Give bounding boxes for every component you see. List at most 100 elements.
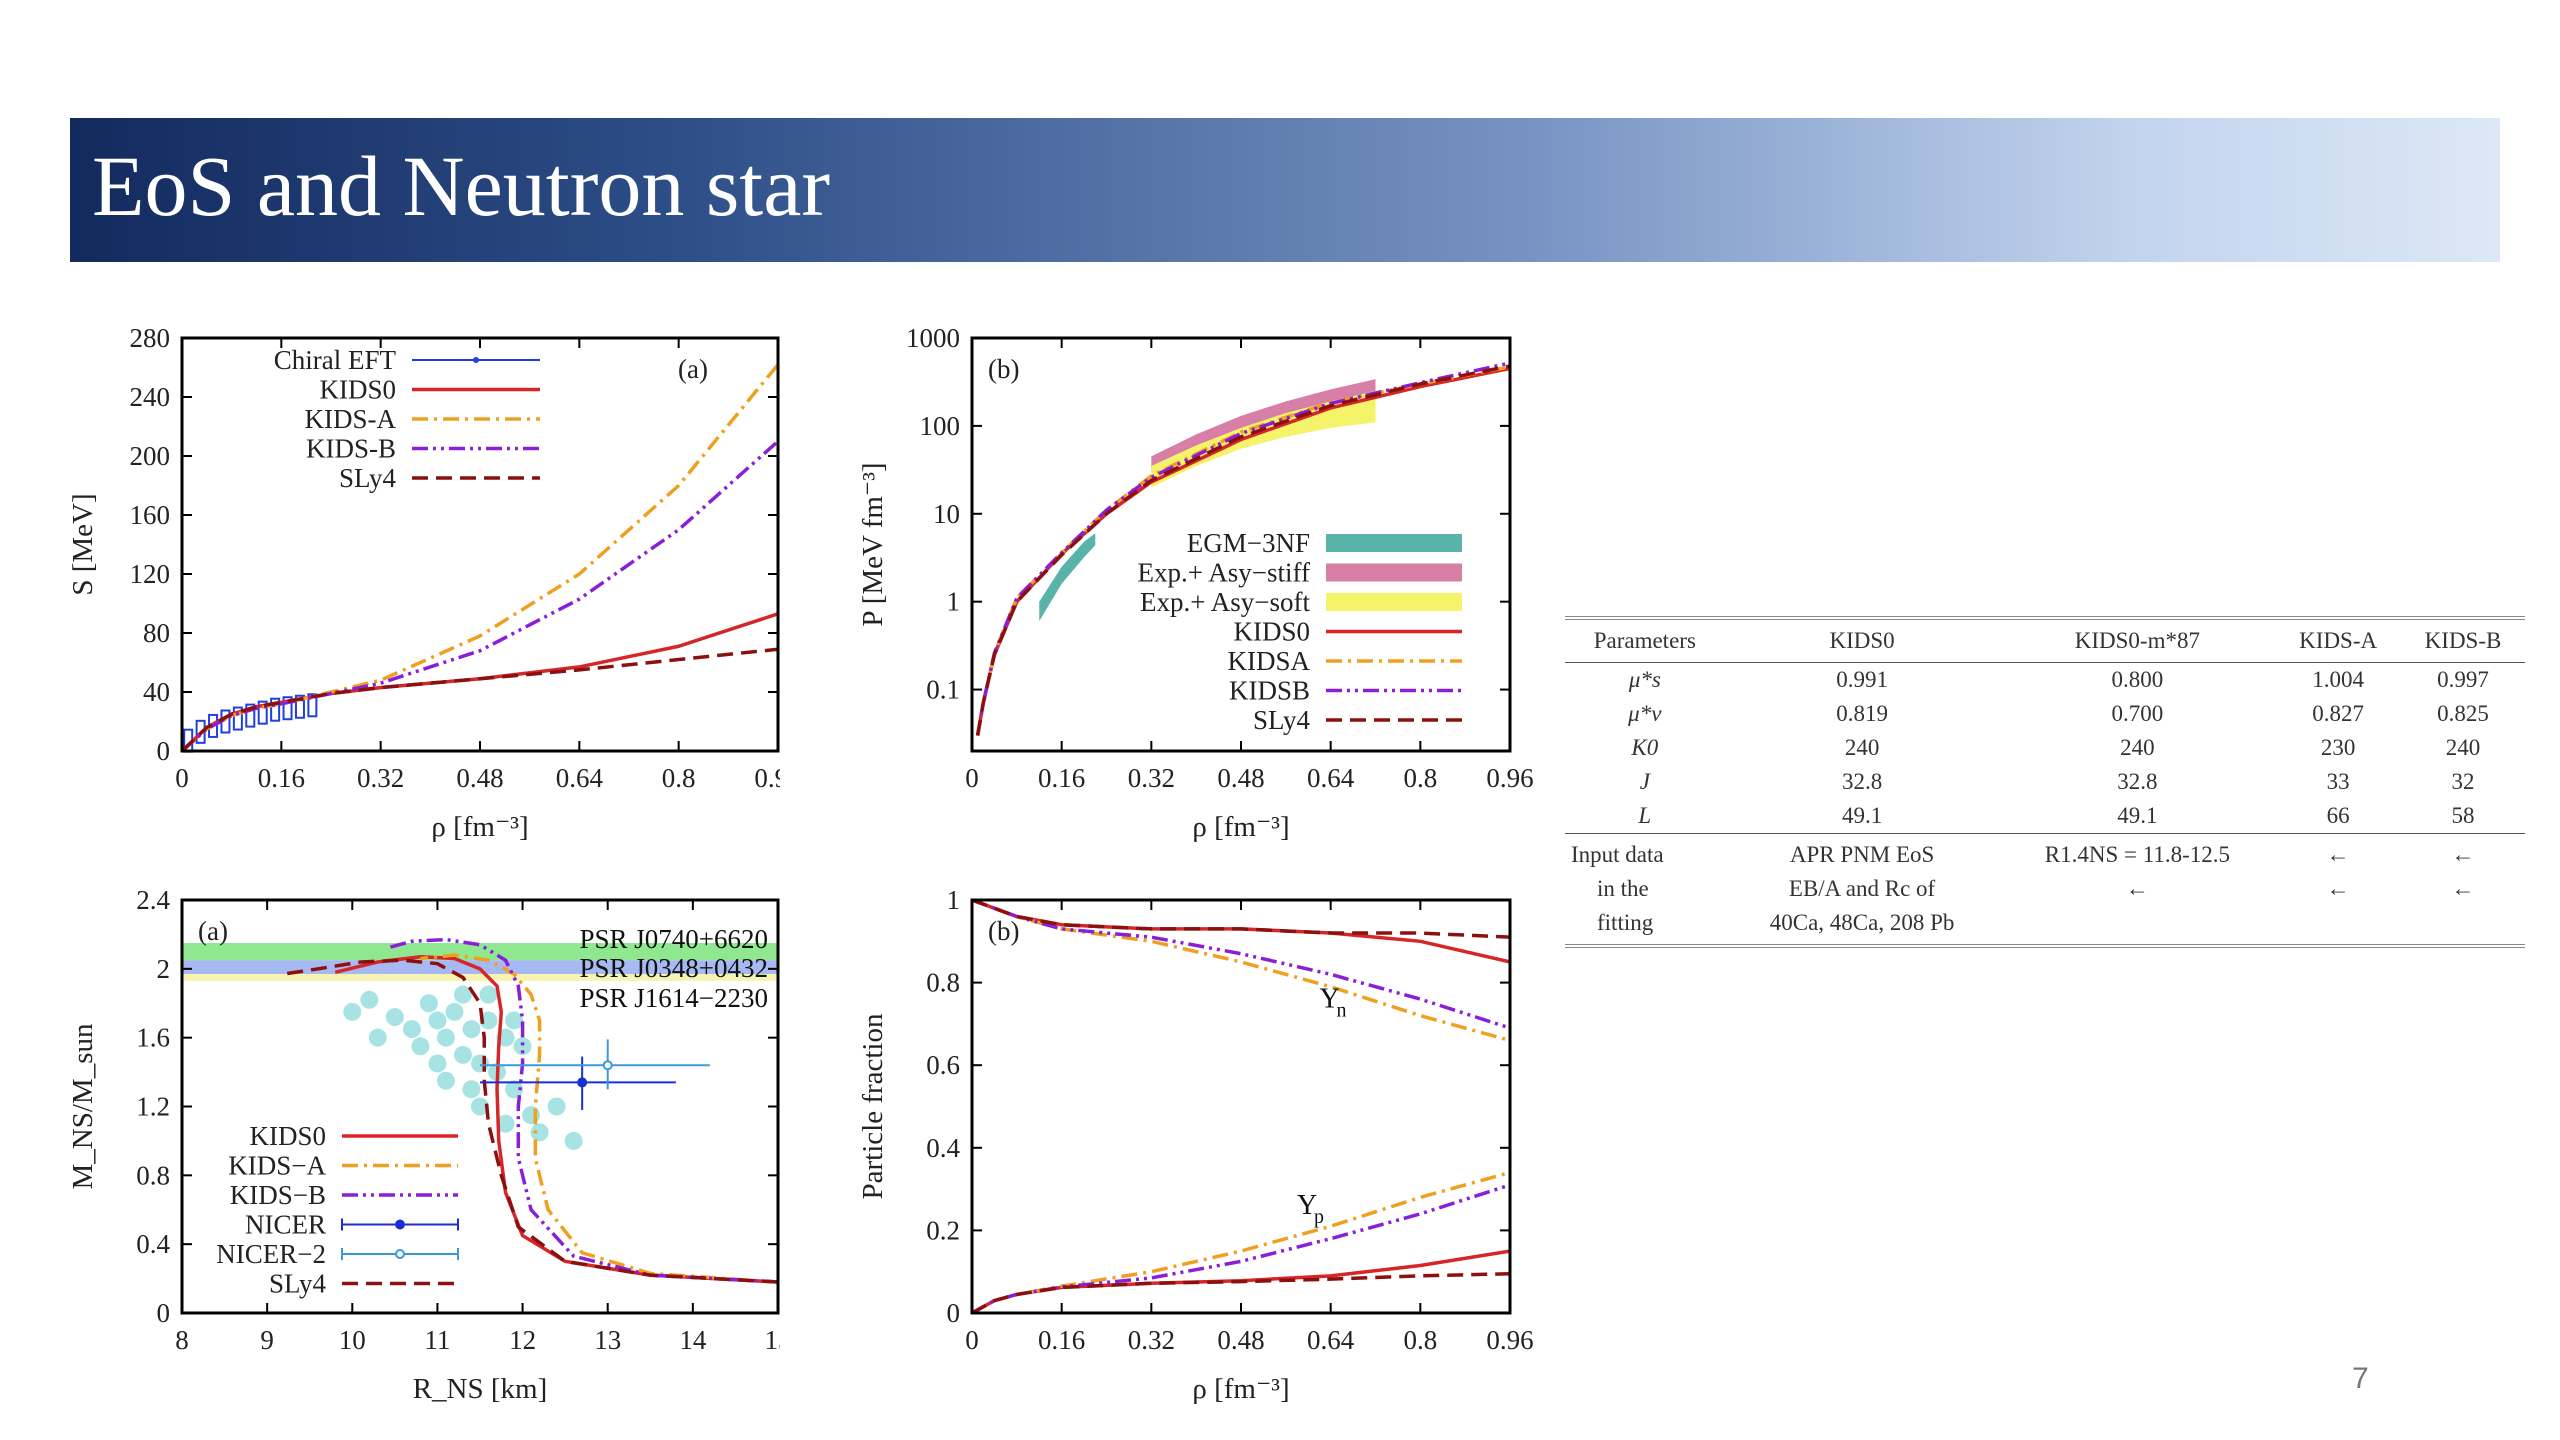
x-tick-label: 13 [594, 1325, 621, 1355]
legend-label: SLy4 [339, 463, 397, 493]
series-line [972, 900, 1510, 1030]
x-tick-label: 0.48 [456, 763, 503, 793]
scatter-point [343, 1002, 362, 1021]
x-tick-label: 0.64 [1307, 763, 1355, 793]
series-line [975, 361, 1510, 736]
arrow-cell: ← [2451, 842, 2475, 867]
chiral-eft-marker [282, 696, 293, 721]
plot-frame [970, 898, 1512, 1315]
legend-label: KIDS0 [1233, 617, 1310, 647]
legend-label: KIDSB [1229, 676, 1310, 706]
table-cell: 230 [2320, 735, 2356, 760]
legend-label: Exp.+ Asy−stiff [1138, 558, 1310, 588]
y-axis-label: Particle fraction [857, 1013, 889, 1199]
table-cell: 66 [2326, 803, 2350, 828]
x-tick-label: 0.32 [1128, 763, 1175, 793]
scatter-point [368, 1028, 387, 1047]
table-row: K0 240 240 230 240 [1565, 731, 2525, 765]
table-cell: 240 [2120, 735, 2155, 760]
input-kids0: APR PNM EoS EB/A and Rc of 40Ca, 48Ca, 2… [1724, 833, 2000, 946]
y-axis-label: P [MeV fm⁻³] [857, 462, 889, 626]
x-tick-label: 8 [175, 1325, 189, 1355]
series-line [972, 900, 1510, 1043]
table-cell: 32.8 [1841, 769, 1883, 794]
x-axis-label: R_NS [km] [413, 1373, 548, 1405]
x-tick-label: 0 [965, 1325, 979, 1355]
yp-annotation-sub: p [1314, 1206, 1324, 1228]
page-number: 7 [2352, 1362, 2369, 1395]
legend-swatch [1326, 534, 1462, 552]
error-point [602, 1060, 613, 1071]
input-kids0-line: 40Ca, 48Ca, 208 Pb [1769, 910, 1955, 935]
table-row: J 32.8 32.8 33 32 [1565, 765, 2525, 799]
yn-annotation-sub: n [1336, 999, 1346, 1021]
y-axis-label: S [MeV] [67, 493, 99, 595]
x-tick-label: 0.64 [556, 763, 604, 793]
particle-fraction-chart: 0 0.16 0.32 0.48 0.64 0.8 0.96 0 0.2 0.4 0.6 0.8 1 ρ … [857, 885, 1534, 1405]
x-axis-label: ρ [fm⁻³] [1192, 811, 1289, 843]
y-tick-label: 0.2 [926, 1215, 960, 1245]
table-header: KIDS0 [1724, 618, 2000, 663]
legend-label: KIDS−A [228, 1151, 326, 1181]
scatter-point [564, 1131, 583, 1150]
y-tick-label: 10 [933, 499, 960, 529]
x-tick-label: 0.16 [1038, 763, 1085, 793]
panel-label: (b) [988, 916, 1019, 946]
arrow-cell: ← [2326, 876, 2350, 901]
y-tick-label: 1 [947, 885, 961, 915]
x-tick-label: 0.16 [258, 763, 305, 793]
parameter-table: Parameters KIDS0 KIDS0-m*87 KIDS-A KIDS-… [1565, 616, 2525, 948]
scatter-point [453, 1045, 472, 1064]
legend-label: NICER [245, 1210, 326, 1240]
mass-radius-chart: 8 9 10 11 12 13 14 15 0 0.4 0.8 1.2 1.6 2 2.4 R_NS [km]… [67, 885, 780, 1405]
x-axis-label: ρ [fm⁻³] [431, 811, 528, 843]
x-tick-label: 9 [260, 1325, 274, 1355]
scatter-point [471, 1097, 489, 1116]
x-tick-label: 0.8 [662, 763, 696, 793]
legend-marker [473, 357, 479, 363]
scatter-point [462, 1020, 481, 1039]
series-line [972, 900, 1510, 939]
series-line [182, 647, 778, 751]
chiral-eft-marker [270, 697, 281, 722]
series-line [972, 1183, 1510, 1313]
series-line [182, 363, 778, 751]
input-m87-line: R1.4NS = 11.8-12.5 [2044, 842, 2231, 867]
scatter-point [419, 994, 438, 1013]
input-kids-a: ← ← [2275, 833, 2402, 946]
y-tick-label: 40 [143, 677, 170, 707]
y-tick-label: 100 [920, 411, 961, 441]
y-tick-label: 0.4 [136, 1229, 170, 1259]
y-tick-label: 0 [157, 1298, 171, 1328]
param-name: μ*v [1628, 701, 1662, 726]
y-tick-label: 280 [130, 323, 171, 353]
series-line [972, 1170, 1510, 1313]
chiral-eft-marker [307, 693, 318, 718]
table-header: KIDS0-m*87 [1999, 618, 2276, 663]
table-header: KIDS-A [2275, 618, 2402, 663]
data-band [1151, 379, 1376, 472]
scatter-point [453, 985, 472, 1004]
y-axis-label: M_NS/M_sun [67, 1023, 99, 1189]
y-tick-label: 80 [143, 618, 170, 648]
scatter-point [505, 1080, 524, 1099]
scatter-point [428, 1054, 447, 1073]
legend-label: KIDS0 [249, 1121, 326, 1151]
constraint-label: PSR J0740+6620 [579, 924, 768, 954]
legend-marker [395, 1249, 405, 1259]
plot-frame [180, 336, 780, 753]
legend-label: Chiral EFT [274, 345, 397, 375]
scatter-point [547, 1097, 566, 1116]
legend-label: NICER−2 [216, 1239, 326, 1269]
scatter-point [428, 1011, 447, 1030]
scatter-point [436, 1071, 455, 1090]
input-label-line: fitting [1597, 910, 1654, 935]
y-tick-label: 0.8 [926, 968, 960, 998]
table-cell: 240 [1844, 735, 1880, 760]
x-tick-label: 0.48 [1217, 1325, 1264, 1355]
x-tick-label: 0.64 [1307, 1325, 1355, 1355]
x-tick-label: 0.32 [357, 763, 404, 793]
input-m87-line: ← [2125, 876, 2149, 901]
yn-annotation: Y [1319, 983, 1339, 1014]
table-cell: 0.800 [2111, 667, 2164, 692]
